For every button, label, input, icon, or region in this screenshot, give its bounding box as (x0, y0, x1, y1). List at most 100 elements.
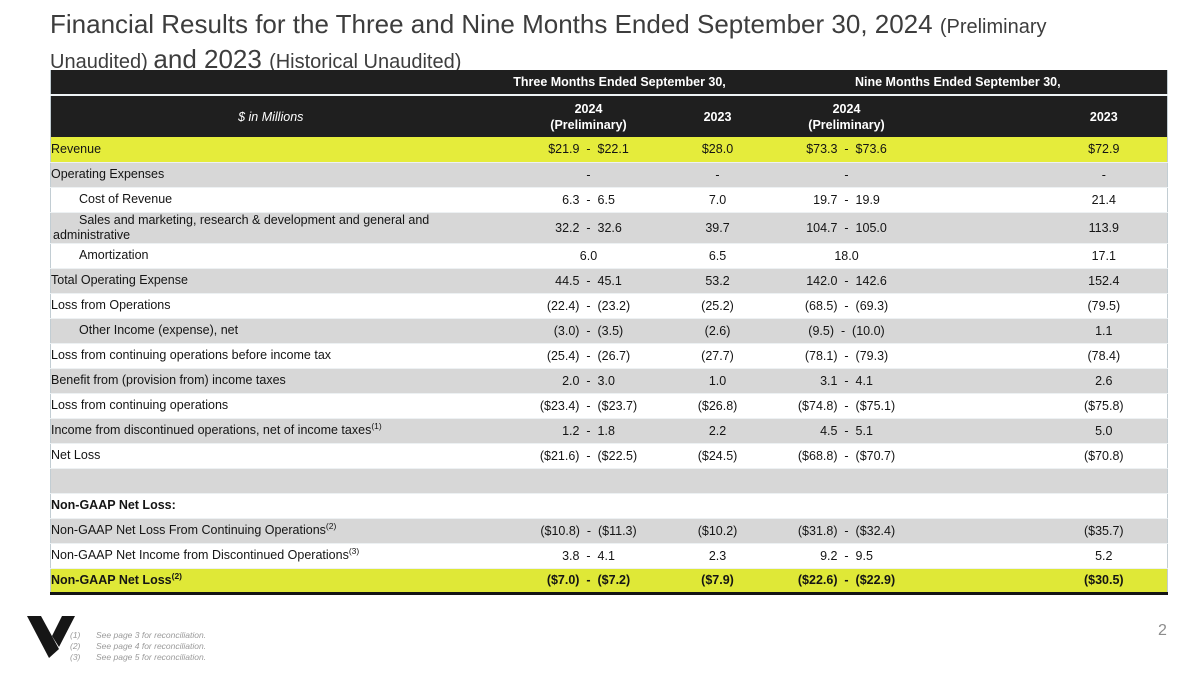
footnote-ref: (2) (171, 570, 183, 581)
row-value: 2.3 (686, 543, 749, 569)
row-value: $21.9 - $22.1 (490, 137, 687, 163)
title-segment: (Historical Unaudited) (269, 51, 462, 73)
row-label: Loss from continuing operations before i… (50, 343, 491, 369)
row-value: 5.0 (1040, 418, 1168, 444)
row-value: ($10.8) - ($11.3) (490, 518, 687, 544)
row-label: Benefit from (provision from) income tax… (50, 368, 491, 394)
group-header-three-months: Three Months Ended September 30, (490, 70, 749, 96)
row-label: Non-GAAP Net Loss From Continuing Operat… (50, 518, 491, 544)
spacer-cell (944, 268, 1041, 294)
col-qualifier: (Preliminary) (550, 117, 627, 132)
row-value: 6.3 - 6.5 (490, 187, 687, 213)
col-qualifier: (Preliminary) (808, 117, 885, 132)
spacer-cell (944, 293, 1041, 319)
row-value: ($24.5) (686, 443, 749, 469)
row-value: - (490, 162, 687, 188)
row-value: 113.9 (1040, 212, 1168, 244)
footnotes: (1) See page 3 for reconciliation. (2) See … (70, 630, 206, 663)
footnote-text: See page 5 for reconciliation. (96, 652, 207, 662)
table-row: Non-GAAP Net Income from Discontinued Op… (50, 543, 1168, 569)
row-label: Non-GAAP Net Loss(2) (50, 568, 491, 595)
row-label: Revenue (50, 137, 491, 163)
row-value (686, 493, 749, 519)
spacer-cell (944, 468, 1041, 494)
table-row: Benefit from (provision from) income tax… (50, 368, 1168, 394)
page-number: 2 (1158, 622, 1167, 639)
row-value: 2.2 (686, 418, 749, 444)
row-value (748, 468, 945, 494)
row-value: (25.2) (686, 293, 749, 319)
row-value: ($22.6) - ($22.9) (748, 568, 945, 595)
row-value: $72.9 (1040, 137, 1168, 163)
row-value: 4.5 - 5.1 (748, 418, 945, 444)
spacer-cell (944, 243, 1041, 269)
title-line: Unaudited) and 2023 (Historical Unaudite… (50, 44, 1170, 79)
table-row: Non-GAAP Net Loss: (50, 493, 1168, 519)
row-label: Non-GAAP Net Income from Discontinued Op… (50, 543, 491, 569)
row-label: Loss from continuing operations (50, 393, 491, 419)
table-row: Cost of Revenue 6.3 - 6.5 7.0 19.7 - 19.9 21… (50, 187, 1168, 213)
table-header: Three Months Ended September 30, Nine Mo… (50, 70, 1168, 137)
row-value: (22.4) - (23.2) (490, 293, 687, 319)
row-value: 7.0 (686, 187, 749, 213)
row-value: ($75.8) (1040, 393, 1168, 419)
footnote-ref: (1) (371, 420, 382, 431)
row-value (748, 493, 945, 519)
row-value: 21.4 (1040, 187, 1168, 213)
footnote-number: (2) (70, 641, 81, 651)
col-year: 2024 (832, 101, 861, 116)
table-row: Loss from Operations (22.4) - (23.2) (25.2… (50, 293, 1168, 319)
row-value: (68.5) - (69.3) (748, 293, 945, 319)
row-value: - (748, 162, 945, 188)
spacer-cell (944, 518, 1041, 544)
title-segment: Financial Results for the Three and Nine… (50, 9, 940, 39)
row-value (1040, 468, 1168, 494)
row-value: 53.2 (686, 268, 749, 294)
title-segment: (Preliminary (939, 16, 1047, 38)
col-header-9m-2023: 2023 (1040, 95, 1168, 137)
company-v-logo-icon (27, 616, 75, 658)
row-label: Cost of Revenue (50, 187, 491, 213)
table-row: Other Income (expense), net (3.0) - (3.5)… (50, 318, 1168, 344)
title-segment: and 2023 (153, 44, 270, 74)
row-value: 39.7 (686, 212, 749, 244)
spacer-cell (944, 493, 1041, 519)
spacer-cell (944, 443, 1041, 469)
row-label (50, 468, 491, 494)
col-year: 2023 (703, 109, 732, 124)
column-header-row: $ in Millions 2024 (Preliminary) 2023 20… (50, 95, 1168, 137)
group-header-row: Three Months Ended September 30, Nine Mo… (50, 70, 1168, 96)
col-year: 2023 (1089, 109, 1118, 124)
row-value: 1.0 (686, 368, 749, 394)
row-value: 3.8 - 4.1 (490, 543, 687, 569)
spacer-cell (944, 368, 1041, 394)
spacer-cell (944, 187, 1041, 213)
spacer-cell (944, 318, 1041, 344)
row-value: 1.2 - 1.8 (490, 418, 687, 444)
row-label: Loss from Operations (50, 293, 491, 319)
spacer-cell (944, 343, 1041, 369)
row-label: Sales and marketing, research & developm… (50, 212, 491, 244)
row-value: 18.0 (748, 243, 945, 269)
table-row: Non-GAAP Net Loss(2) ($7.0) - ($7.2) ($7.9… (50, 568, 1168, 595)
row-value: ($7.9) (686, 568, 749, 595)
row-value: ($10.2) (686, 518, 749, 544)
spacer-cell (944, 543, 1041, 569)
title-line: Financial Results for the Three and Nine… (50, 9, 1170, 44)
row-label: Non-GAAP Net Loss: (50, 493, 491, 519)
row-value: $28.0 (686, 137, 749, 163)
row-value: 32.2 - 32.6 (490, 212, 687, 244)
spacer-cell (944, 418, 1041, 444)
col-header-9m-2024: 2024 (Preliminary) (748, 95, 945, 137)
row-value: 1.1 (1040, 318, 1168, 344)
footnote: (1) See page 3 for reconciliation. (70, 630, 206, 641)
table-row: Loss from continuing operations ($23.4) -… (50, 393, 1168, 419)
table-row: Income from discontinued operations, net… (50, 418, 1168, 444)
group-header-nine-months: Nine Months Ended September 30, (748, 70, 1168, 96)
spacer-cell (944, 212, 1041, 244)
footnote: (3) See page 5 for reconciliation. (70, 652, 206, 663)
footnote-number: (1) (70, 630, 81, 640)
spacer-cell (944, 137, 1041, 163)
row-value: 5.2 (1040, 543, 1168, 569)
row-value: 3.1 - 4.1 (748, 368, 945, 394)
